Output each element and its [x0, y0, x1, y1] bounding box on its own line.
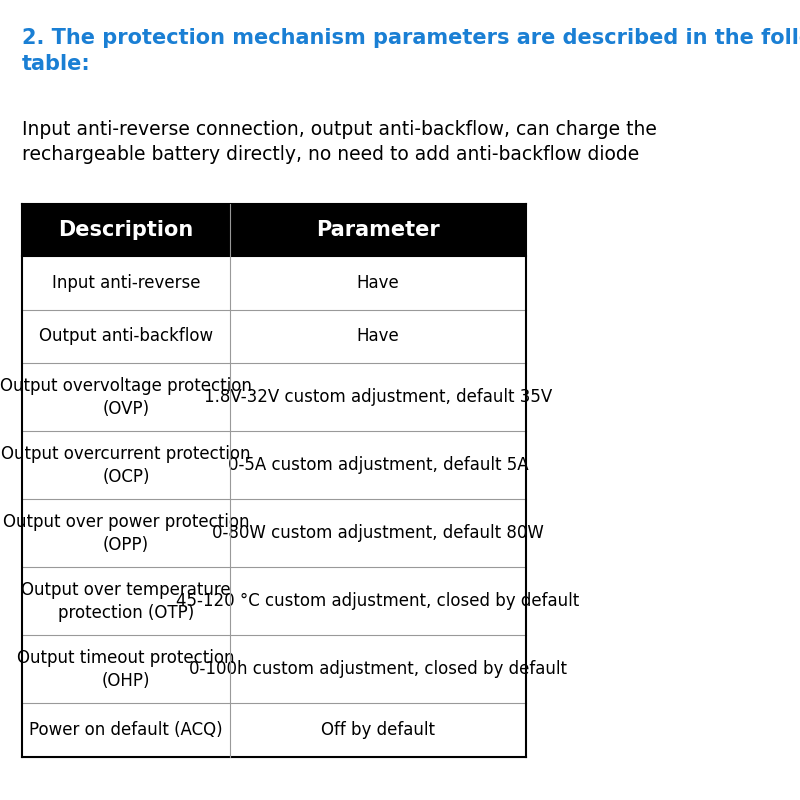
Text: Output anti-backflow: Output anti-backflow — [39, 327, 213, 346]
Text: 1.8V-32V custom adjustment, default 35V: 1.8V-32V custom adjustment, default 35V — [204, 388, 552, 406]
FancyBboxPatch shape — [22, 431, 526, 499]
Text: 2. The protection mechanism parameters are described in the following
table:: 2. The protection mechanism parameters a… — [22, 28, 800, 74]
Text: Input anti-reverse connection, output anti-backflow, can charge the
rechargeable: Input anti-reverse connection, output an… — [22, 120, 657, 164]
FancyBboxPatch shape — [22, 567, 526, 635]
Text: Output overcurrent protection
(OCP): Output overcurrent protection (OCP) — [2, 445, 250, 486]
Text: 0-100h custom adjustment, closed by default: 0-100h custom adjustment, closed by defa… — [189, 660, 567, 678]
FancyBboxPatch shape — [22, 256, 526, 310]
Text: Power on default (ACQ): Power on default (ACQ) — [29, 721, 223, 739]
Text: Input anti-reverse: Input anti-reverse — [52, 274, 200, 292]
Text: Parameter: Parameter — [316, 220, 440, 240]
FancyBboxPatch shape — [22, 499, 526, 567]
Text: Have: Have — [357, 274, 399, 292]
FancyBboxPatch shape — [22, 703, 526, 757]
FancyBboxPatch shape — [22, 204, 526, 256]
Text: Off by default: Off by default — [321, 721, 435, 739]
Text: Output timeout protection
(OHP): Output timeout protection (OHP) — [18, 649, 234, 690]
Text: Output overvoltage protection
(OVP): Output overvoltage protection (OVP) — [0, 377, 252, 418]
FancyBboxPatch shape — [22, 310, 526, 363]
FancyBboxPatch shape — [22, 363, 526, 431]
Text: 45-120 °C custom adjustment, closed by default: 45-120 °C custom adjustment, closed by d… — [176, 592, 580, 610]
Text: 0-80W custom adjustment, default 80W: 0-80W custom adjustment, default 80W — [212, 524, 544, 542]
FancyBboxPatch shape — [22, 635, 526, 703]
Text: Description: Description — [58, 220, 194, 240]
Text: 0-5A custom adjustment, default 5A: 0-5A custom adjustment, default 5A — [228, 456, 528, 474]
Text: Output over power protection
(OPP): Output over power protection (OPP) — [2, 513, 250, 554]
Text: Output over temperature
protection (OTP): Output over temperature protection (OTP) — [21, 581, 231, 622]
Text: Have: Have — [357, 327, 399, 346]
